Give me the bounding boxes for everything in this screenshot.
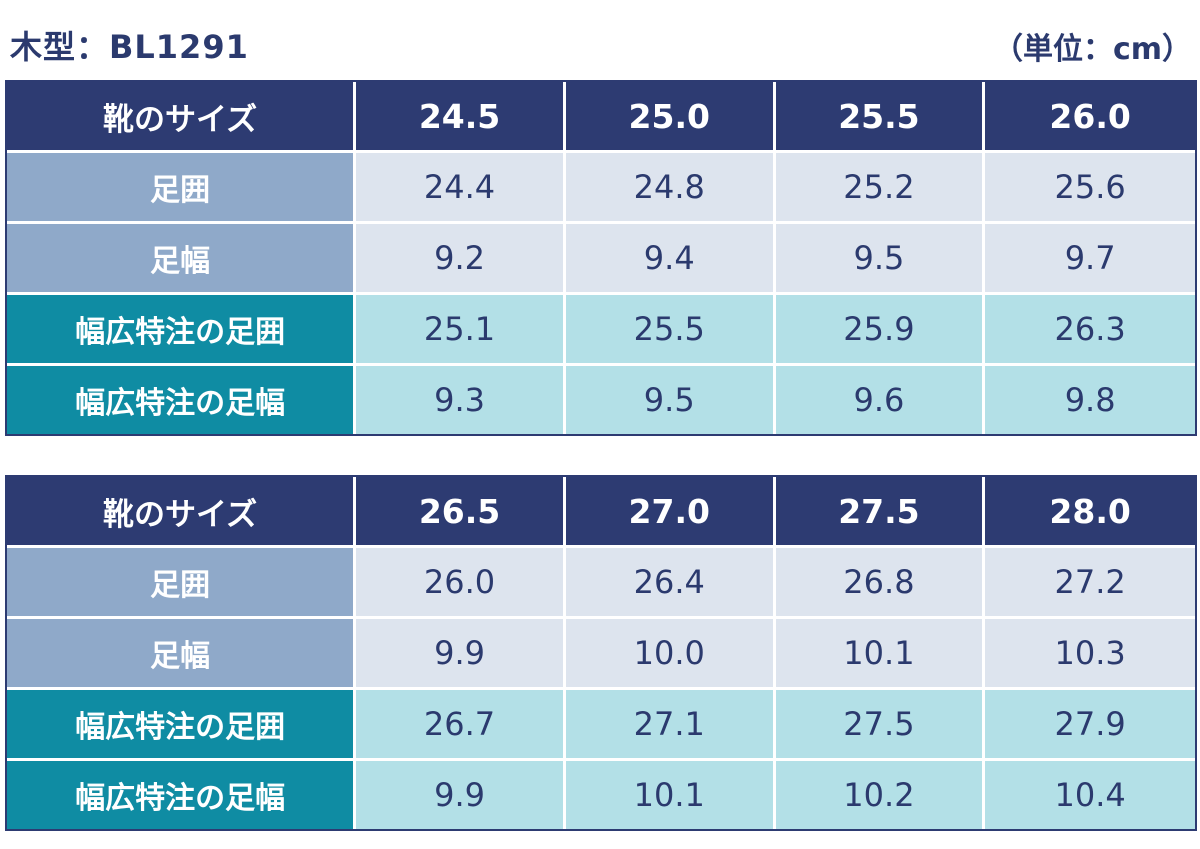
row-label: 幅広特注の足幅 (7, 366, 357, 434)
value-cell: 26.0 (356, 548, 566, 619)
row-label: 足囲 (7, 153, 357, 224)
last-model-title: 木型：BL1291 (10, 28, 249, 66)
value-cell: 25.5 (565, 295, 776, 366)
table-row: 足囲 24.4 24.8 25.2 25.6 (7, 153, 1195, 224)
table-row: 幅広特注の足幅 9.3 9.5 9.6 9.8 (7, 366, 1195, 434)
value-cell: 9.5 (775, 224, 986, 295)
table-row: 足幅 9.9 10.0 10.1 10.3 (7, 619, 1195, 690)
value-cell: 27.2 (985, 548, 1195, 619)
table-row: 足幅 9.2 9.4 9.5 9.7 (7, 224, 1195, 295)
page-header: 木型：BL1291 （単位：cm） (0, 0, 1200, 80)
table-row: 幅広特注の足囲 25.1 25.5 25.9 26.3 (7, 295, 1195, 366)
value-cell: 10.0 (565, 619, 776, 690)
value-cell: 10.1 (775, 619, 986, 690)
value-cell: 9.8 (985, 366, 1195, 434)
unit-label: （単位：cm） (992, 32, 1192, 67)
size-cell: 25.5 (775, 82, 986, 153)
row-label: 足幅 (7, 224, 357, 295)
value-cell: 24.8 (565, 153, 776, 224)
value-cell: 10.4 (985, 761, 1195, 829)
size-cell: 24.5 (356, 82, 566, 153)
value-cell: 9.9 (356, 761, 566, 829)
row-label: 幅広特注の足囲 (7, 690, 357, 761)
value-cell: 26.4 (565, 548, 776, 619)
value-cell: 10.2 (775, 761, 986, 829)
value-cell: 9.3 (356, 366, 566, 434)
table-row: 足囲 26.0 26.4 26.8 27.2 (7, 548, 1195, 619)
row-label: 足囲 (7, 548, 357, 619)
value-cell: 26.7 (356, 690, 566, 761)
value-cell: 9.2 (356, 224, 566, 295)
size-table-2: 靴のサイズ 26.5 27.0 27.5 28.0 足囲 26.0 26.4 2… (5, 475, 1197, 831)
value-cell: 26.8 (775, 548, 986, 619)
value-cell: 25.2 (775, 153, 986, 224)
row-label: 幅広特注の足囲 (7, 295, 357, 366)
row-label: 幅広特注の足幅 (7, 761, 357, 829)
value-cell: 27.5 (775, 690, 986, 761)
value-cell: 25.6 (985, 153, 1195, 224)
table-header-row: 靴のサイズ 24.5 25.0 25.5 26.0 (7, 82, 1195, 153)
value-cell: 9.9 (356, 619, 566, 690)
value-cell: 9.5 (565, 366, 776, 434)
size-table-1: 靴のサイズ 24.5 25.0 25.5 26.0 足囲 24.4 24.8 2… (5, 80, 1197, 436)
value-cell: 10.1 (565, 761, 776, 829)
value-cell: 25.9 (775, 295, 986, 366)
table-header-row: 靴のサイズ 26.5 27.0 27.5 28.0 (7, 477, 1195, 548)
value-cell: 26.3 (985, 295, 1195, 366)
size-cell: 26.0 (985, 82, 1195, 153)
table-row: 幅広特注の足囲 26.7 27.1 27.5 27.9 (7, 690, 1195, 761)
row-label: 足幅 (7, 619, 357, 690)
value-cell: 27.9 (985, 690, 1195, 761)
row-label: 靴のサイズ (7, 477, 357, 548)
value-cell: 9.6 (775, 366, 986, 434)
value-cell: 10.3 (985, 619, 1195, 690)
size-cell: 27.0 (565, 477, 776, 548)
row-label: 靴のサイズ (7, 82, 357, 153)
value-cell: 25.1 (356, 295, 566, 366)
size-cell: 25.0 (565, 82, 776, 153)
size-cell: 28.0 (985, 477, 1195, 548)
size-cell: 27.5 (775, 477, 986, 548)
value-cell: 9.4 (565, 224, 776, 295)
value-cell: 24.4 (356, 153, 566, 224)
value-cell: 9.7 (985, 224, 1195, 295)
size-cell: 26.5 (356, 477, 566, 548)
value-cell: 27.1 (565, 690, 776, 761)
table-row: 幅広特注の足幅 9.9 10.1 10.2 10.4 (7, 761, 1195, 829)
